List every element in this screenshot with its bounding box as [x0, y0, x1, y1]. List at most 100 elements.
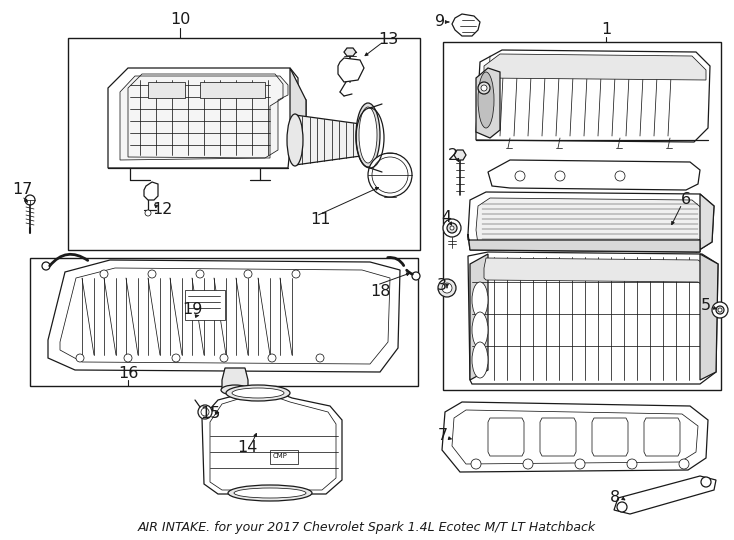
Circle shape	[523, 459, 533, 469]
Circle shape	[443, 219, 461, 237]
Circle shape	[438, 279, 456, 297]
Polygon shape	[644, 418, 680, 456]
Polygon shape	[344, 48, 356, 56]
Ellipse shape	[232, 388, 284, 398]
Bar	[443, 42, 721, 390]
Polygon shape	[592, 418, 628, 456]
Polygon shape	[488, 418, 524, 456]
Circle shape	[450, 226, 454, 230]
Circle shape	[679, 459, 689, 469]
Text: 18: 18	[370, 285, 390, 300]
Text: AIR INTAKE. for your 2017 Chevrolet Spark 1.4L Ecotec M/T LT Hatchback: AIR INTAKE. for your 2017 Chevrolet Spar…	[138, 522, 596, 535]
Text: 14: 14	[237, 441, 257, 456]
Text: 4: 4	[441, 211, 451, 226]
Circle shape	[268, 354, 276, 362]
Circle shape	[442, 283, 452, 293]
Polygon shape	[468, 252, 718, 384]
Circle shape	[412, 272, 420, 280]
Text: 16: 16	[118, 366, 138, 381]
Text: 5: 5	[701, 298, 711, 313]
Polygon shape	[484, 54, 706, 80]
Text: 12: 12	[152, 202, 172, 218]
Circle shape	[292, 270, 300, 278]
Text: 1: 1	[601, 23, 611, 37]
Circle shape	[716, 306, 724, 314]
Polygon shape	[454, 150, 466, 160]
Text: 15: 15	[200, 407, 220, 422]
Ellipse shape	[287, 114, 303, 166]
Circle shape	[148, 270, 156, 278]
Polygon shape	[468, 192, 714, 252]
Circle shape	[145, 210, 151, 216]
Polygon shape	[202, 390, 342, 494]
Polygon shape	[48, 260, 400, 372]
Ellipse shape	[372, 157, 408, 193]
Circle shape	[481, 85, 487, 91]
Polygon shape	[222, 368, 248, 390]
Circle shape	[25, 195, 35, 205]
Polygon shape	[540, 418, 576, 456]
Circle shape	[220, 354, 228, 362]
Circle shape	[515, 171, 525, 181]
Circle shape	[718, 308, 722, 312]
Circle shape	[615, 171, 625, 181]
Text: 10: 10	[170, 12, 190, 28]
Polygon shape	[290, 68, 306, 148]
Circle shape	[42, 262, 50, 270]
Circle shape	[555, 171, 565, 181]
Polygon shape	[442, 402, 708, 472]
Polygon shape	[476, 68, 500, 138]
Text: 9: 9	[435, 15, 445, 30]
Circle shape	[172, 354, 180, 362]
Ellipse shape	[472, 282, 488, 318]
Polygon shape	[144, 182, 158, 200]
Ellipse shape	[226, 385, 290, 401]
Bar	[68, 38, 420, 250]
Polygon shape	[468, 234, 700, 252]
Polygon shape	[476, 50, 710, 142]
Ellipse shape	[221, 385, 249, 395]
Text: 13: 13	[378, 32, 398, 48]
Polygon shape	[488, 160, 700, 190]
Text: 2: 2	[448, 147, 458, 163]
Circle shape	[196, 270, 204, 278]
Polygon shape	[295, 115, 368, 165]
Polygon shape	[452, 14, 480, 36]
Text: 19: 19	[182, 302, 202, 318]
Circle shape	[478, 82, 490, 94]
Ellipse shape	[478, 72, 494, 128]
Circle shape	[471, 459, 481, 469]
Polygon shape	[108, 68, 306, 168]
Polygon shape	[470, 254, 488, 380]
Text: 11: 11	[310, 213, 330, 227]
Ellipse shape	[368, 153, 412, 197]
Circle shape	[575, 459, 585, 469]
Circle shape	[198, 405, 212, 419]
Bar	[270, 450, 298, 464]
Text: 7: 7	[438, 428, 448, 442]
Polygon shape	[700, 254, 718, 380]
Ellipse shape	[228, 485, 312, 501]
Circle shape	[712, 302, 728, 318]
Circle shape	[617, 502, 627, 512]
Bar	[185, 290, 225, 320]
Text: 17: 17	[12, 183, 32, 198]
Ellipse shape	[359, 107, 377, 163]
Ellipse shape	[356, 103, 380, 167]
Polygon shape	[200, 82, 265, 98]
Circle shape	[76, 354, 84, 362]
Text: 3: 3	[437, 278, 447, 293]
Circle shape	[627, 459, 637, 469]
Ellipse shape	[234, 488, 306, 498]
Polygon shape	[614, 476, 716, 514]
Circle shape	[201, 408, 209, 416]
Text: 8: 8	[610, 489, 620, 504]
Circle shape	[447, 223, 457, 233]
Polygon shape	[696, 194, 714, 252]
Bar	[30, 258, 418, 386]
Text: 6: 6	[681, 192, 691, 207]
Polygon shape	[476, 198, 704, 246]
Text: CMP: CMP	[272, 453, 288, 459]
Circle shape	[124, 354, 132, 362]
Circle shape	[100, 270, 108, 278]
